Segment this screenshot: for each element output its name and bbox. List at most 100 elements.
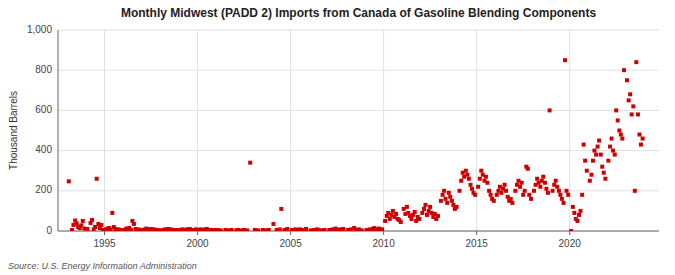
point — [285, 227, 289, 231]
point — [596, 145, 600, 149]
point — [95, 177, 99, 181]
point — [75, 221, 79, 225]
point — [641, 137, 645, 141]
point — [543, 181, 547, 185]
x-grid-line — [383, 30, 384, 231]
point — [557, 189, 561, 193]
point — [620, 137, 624, 141]
y-grid-line — [58, 190, 659, 191]
point — [492, 199, 496, 203]
point — [380, 227, 384, 231]
point — [565, 189, 569, 193]
y-grid-line — [58, 30, 659, 31]
point — [487, 189, 491, 193]
point — [81, 219, 85, 223]
point — [399, 220, 403, 224]
point — [420, 211, 424, 215]
x-tick-label: 2020 — [559, 238, 582, 249]
point — [529, 197, 533, 201]
point — [360, 228, 364, 231]
point — [554, 179, 558, 183]
point — [479, 169, 483, 173]
point — [639, 143, 643, 147]
point — [616, 118, 620, 122]
point — [518, 185, 522, 189]
point — [526, 167, 530, 171]
source-note: Source: U.S. Energy Information Administ… — [8, 261, 197, 271]
point — [544, 187, 548, 191]
point — [558, 193, 562, 197]
point — [580, 193, 584, 197]
point — [571, 205, 575, 209]
point — [562, 201, 566, 205]
point — [470, 187, 474, 191]
y-tick-label: 800 — [35, 64, 52, 75]
point — [413, 210, 417, 214]
point — [410, 217, 414, 221]
point — [563, 58, 567, 62]
point — [636, 112, 640, 116]
y-tick-label: 0 — [46, 225, 52, 236]
y-tick-label: 1,000 — [27, 24, 52, 35]
x-ticks: 199520002005201020152020 — [93, 231, 581, 249]
point — [230, 228, 234, 231]
point — [510, 201, 514, 205]
x-grid-line — [197, 30, 198, 231]
point — [591, 159, 595, 163]
point — [485, 181, 489, 185]
x-tick-label: 2005 — [279, 238, 302, 249]
point — [458, 189, 462, 193]
point — [523, 189, 527, 193]
point — [637, 133, 641, 137]
x-grid-line — [290, 30, 291, 231]
point — [99, 223, 103, 227]
point — [521, 193, 525, 197]
point — [628, 92, 632, 96]
point — [630, 112, 634, 116]
point — [589, 173, 593, 177]
point — [248, 161, 252, 165]
x-tick-label: 2000 — [186, 238, 209, 249]
point — [304, 227, 308, 231]
point — [489, 193, 493, 197]
grid — [58, 30, 659, 231]
point — [597, 139, 601, 143]
point — [566, 193, 570, 197]
point — [129, 228, 133, 231]
point — [405, 205, 409, 209]
point — [428, 205, 432, 209]
points — [67, 58, 645, 231]
point — [436, 214, 440, 218]
point — [577, 213, 581, 217]
point — [602, 171, 606, 175]
point — [585, 169, 589, 173]
point — [634, 60, 638, 64]
x-tick — [104, 231, 105, 235]
point — [610, 137, 614, 141]
point — [560, 197, 564, 201]
point — [588, 179, 592, 183]
point — [465, 173, 469, 177]
x-tick — [569, 231, 570, 235]
point — [532, 189, 536, 193]
x-tick-label: 2010 — [372, 238, 395, 249]
x-tick-label: 1995 — [93, 238, 116, 249]
point — [467, 177, 471, 181]
point — [599, 153, 603, 157]
point — [555, 185, 559, 189]
point — [445, 201, 449, 205]
point — [323, 228, 327, 231]
point — [541, 175, 545, 179]
point — [509, 197, 513, 201]
y-tick-label: 200 — [35, 184, 52, 195]
point — [622, 68, 626, 72]
y-axis-line — [58, 30, 59, 231]
point — [464, 169, 468, 173]
point — [613, 153, 617, 157]
point — [478, 177, 482, 181]
point — [450, 199, 454, 203]
point — [132, 222, 136, 226]
y-tick-label: 400 — [35, 144, 52, 155]
point — [535, 177, 539, 181]
point — [459, 179, 463, 183]
